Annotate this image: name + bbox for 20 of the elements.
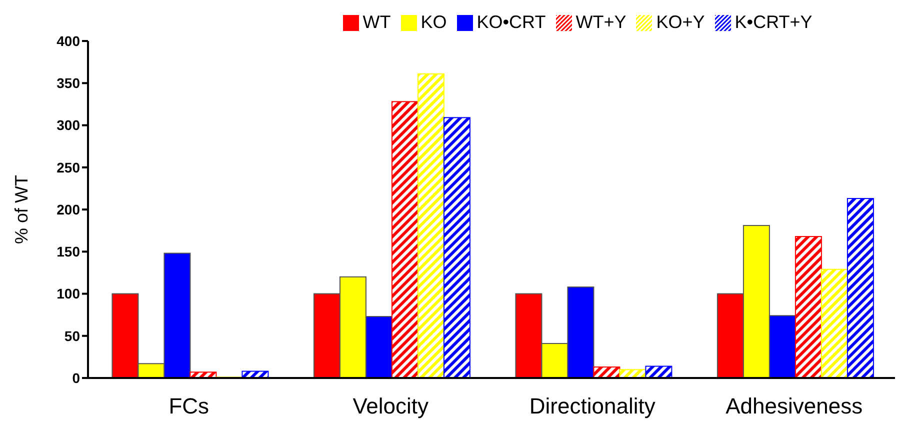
legend-label: KO•CRT: [476, 12, 546, 32]
legend-label: K•CRT+Y: [734, 12, 812, 32]
legend-label: KO: [420, 12, 447, 32]
y-tick-label: 0: [72, 370, 80, 386]
x-tick-label: Velocity: [352, 394, 429, 419]
legend-label: WT+Y: [576, 12, 626, 32]
y-tick-label: 150: [56, 244, 80, 260]
y-tick-label: 350: [56, 75, 80, 92]
legend-label: WT: [362, 12, 391, 32]
x-tick-label: Adhesiveness: [726, 394, 863, 419]
legend-label: KO+Y: [656, 12, 705, 32]
y-tick-label: 400: [56, 32, 80, 49]
y-tick-label: 50: [64, 328, 80, 344]
y-tick-label: 200: [56, 201, 80, 218]
y-tick-label: 300: [56, 117, 80, 134]
y-axis-title: % of WT: [11, 174, 32, 244]
x-tick-label: Directionality: [529, 394, 656, 419]
y-tick-label: 100: [56, 286, 80, 302]
x-tick-label: FCs: [168, 394, 210, 419]
y-tick-label: 250: [56, 159, 80, 176]
